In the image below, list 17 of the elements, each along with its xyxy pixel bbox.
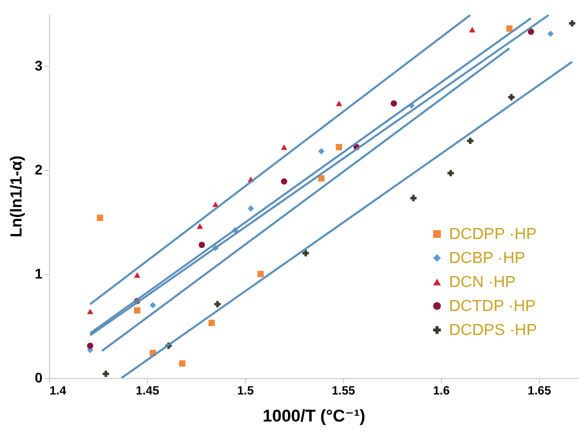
x-axis-title: 1000/T (°C⁻¹) [262,406,366,426]
x-tick-label: 1.65 [528,384,552,398]
legend-label: DCN ·HP [449,274,516,291]
y-tick-label: 1 [34,266,43,282]
y-axis-title: Ln(ln1/1-α) [8,156,26,238]
legend-label: DCDPS ·HP [449,322,538,339]
legend-label: DCTDP ·HP [449,298,536,315]
x-tick-label: 1.45 [136,384,160,398]
x-tick-label: 1.6 [433,384,450,398]
legend-label: DCDPP ·HP [449,226,537,243]
x-tick-label: 1.55 [332,384,356,398]
legend-label: DCBP ·HP [449,250,526,267]
y-tick-label: 2 [34,162,43,178]
y-tick-label: 0 [34,370,43,386]
y-tick-label: 3 [34,58,43,74]
x-tick-label: 1.4 [50,384,67,398]
x-tick-label: 1.5 [237,384,254,398]
